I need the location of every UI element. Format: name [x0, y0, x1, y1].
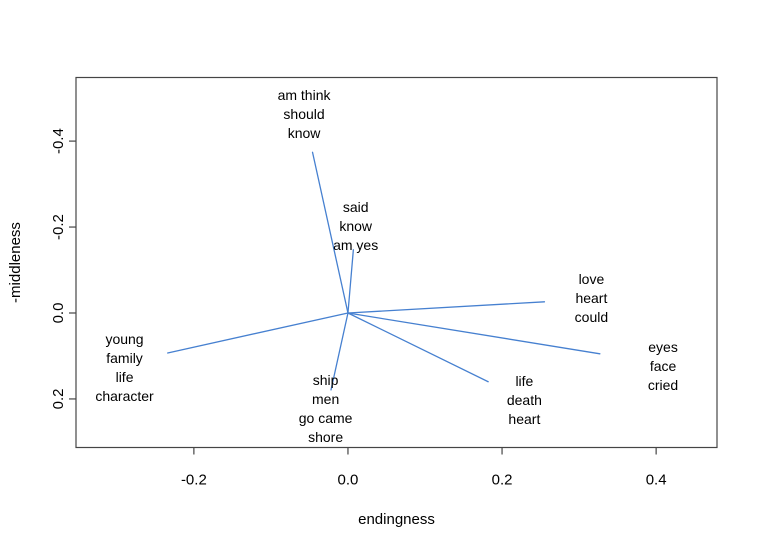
term-label-line: ship [313, 372, 339, 388]
term-label-line: character [95, 388, 154, 404]
term-label-line: family [106, 350, 143, 366]
axes-group: -0.2 0.0 0.2 0.4 -0.4 -0.2 0.0 0.2 [50, 76, 718, 489]
term-label-line: heart [508, 411, 540, 427]
loading-vector-line [347, 301, 546, 314]
term-label-line: love [579, 271, 605, 287]
term-label-line: know [339, 218, 373, 234]
x-axis-title: endingness [358, 511, 435, 528]
term-label-line: should [283, 106, 324, 122]
term-label-line: cried [648, 377, 678, 393]
term-label-line: heart [575, 290, 607, 306]
loading-vector-line [347, 312, 601, 355]
term-label-line: am think [278, 87, 332, 103]
term-label-line: death [507, 392, 542, 408]
term-labels-group: am think should know said know am yes love hear… [95, 87, 678, 445]
term-label-line: could [575, 309, 608, 325]
term-label-line: shore [308, 429, 343, 445]
term-cluster-label: life death heart [507, 373, 542, 427]
term-label-line: young [105, 331, 143, 347]
y-axis-tick-label: -0.4 [50, 128, 67, 154]
plot-border [75, 76, 718, 449]
term-label-line: am yes [333, 237, 378, 253]
y-axis-tick-label: -0.2 [50, 214, 67, 240]
loading-vector-line [347, 312, 489, 383]
term-cluster-label: young family life character [95, 331, 154, 404]
term-label-line: men [312, 391, 339, 407]
loading-vector-line [167, 312, 349, 354]
y-axis-tick-label: 0.0 [50, 303, 67, 324]
loading-vector-line [311, 151, 349, 314]
term-cluster-label: eyes face cried [648, 339, 678, 393]
term-label-line: go came [299, 410, 353, 426]
x-axis-tick-label: -0.2 [181, 472, 207, 489]
loading-vector-line [347, 249, 355, 314]
x-axis-tick-label: 0.4 [646, 472, 667, 489]
term-label-line: eyes [648, 339, 678, 355]
term-label-line: life [116, 369, 134, 385]
term-cluster-label: am think should know [278, 87, 332, 141]
term-label-line: said [343, 199, 369, 215]
term-label-line: life [515, 373, 533, 389]
loading-vector-line [330, 312, 349, 391]
term-label-line: face [650, 358, 677, 374]
term-cluster-label: love heart could [575, 271, 608, 325]
term-label-line: know [288, 125, 322, 141]
vectors-group [167, 151, 601, 391]
term-cluster-label: ship men go came shore [299, 372, 353, 445]
x-axis-tick-label: 0.0 [338, 472, 359, 489]
x-axis-tick-label: 0.2 [492, 472, 513, 489]
term-cluster-label: said know am yes [333, 199, 378, 253]
y-axis-tick-label: 0.2 [50, 389, 67, 410]
y-axis-title: -middleness [7, 222, 24, 303]
